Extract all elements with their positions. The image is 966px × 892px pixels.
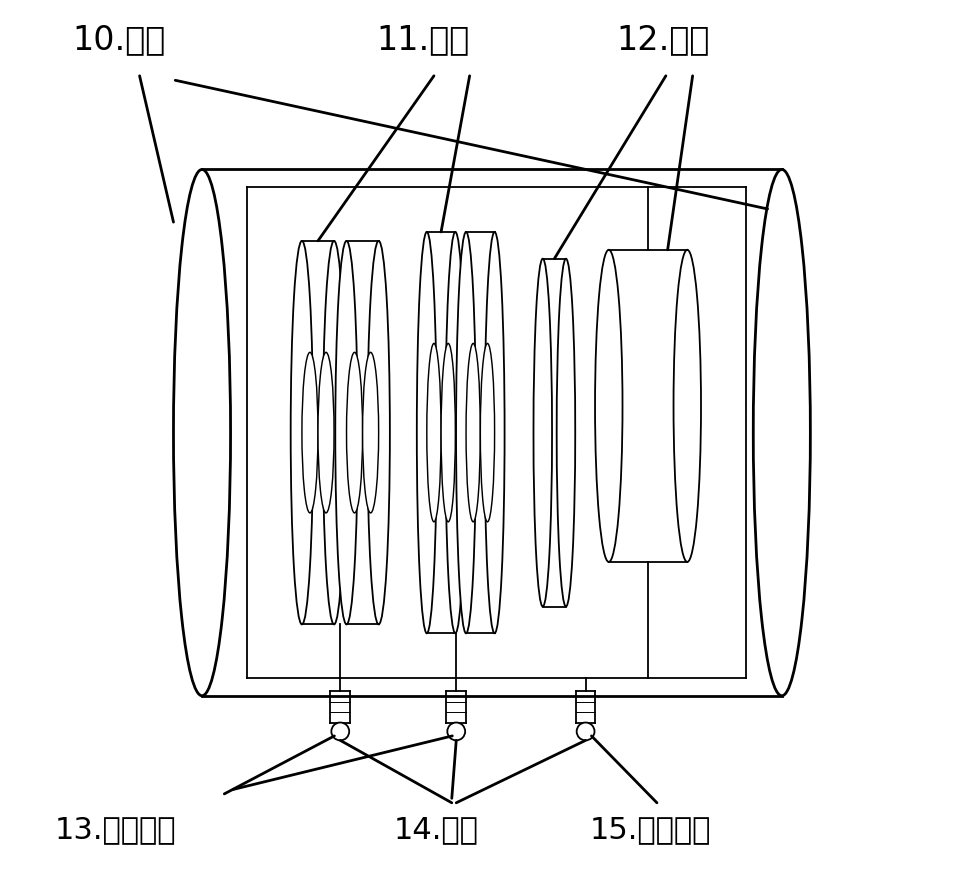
- Ellipse shape: [447, 723, 466, 740]
- Ellipse shape: [456, 232, 476, 633]
- Text: 10.外壳: 10.外壳: [72, 24, 166, 56]
- Ellipse shape: [174, 169, 231, 696]
- Text: 11.隔板: 11.隔板: [376, 24, 469, 56]
- Ellipse shape: [302, 352, 318, 513]
- Ellipse shape: [427, 343, 441, 522]
- Ellipse shape: [362, 352, 379, 513]
- Text: 14.引线: 14.引线: [394, 815, 479, 844]
- Ellipse shape: [577, 723, 594, 740]
- Ellipse shape: [323, 241, 345, 624]
- Ellipse shape: [367, 241, 390, 624]
- Ellipse shape: [347, 352, 362, 513]
- Ellipse shape: [595, 250, 622, 562]
- Text: 15.电缆接口: 15.电缆接口: [590, 815, 711, 844]
- Ellipse shape: [673, 250, 701, 562]
- Ellipse shape: [441, 343, 455, 522]
- Ellipse shape: [318, 352, 334, 513]
- Ellipse shape: [331, 723, 349, 740]
- Ellipse shape: [753, 169, 810, 696]
- Ellipse shape: [445, 232, 466, 633]
- Ellipse shape: [556, 259, 575, 607]
- Text: 12.电极: 12.电极: [617, 24, 710, 56]
- Ellipse shape: [480, 343, 495, 522]
- Ellipse shape: [466, 343, 480, 522]
- Ellipse shape: [416, 232, 437, 633]
- Ellipse shape: [335, 241, 357, 624]
- Ellipse shape: [485, 232, 504, 633]
- Ellipse shape: [533, 259, 552, 607]
- Text: 13.绝缘介质: 13.绝缘介质: [55, 815, 177, 844]
- Ellipse shape: [291, 241, 313, 624]
